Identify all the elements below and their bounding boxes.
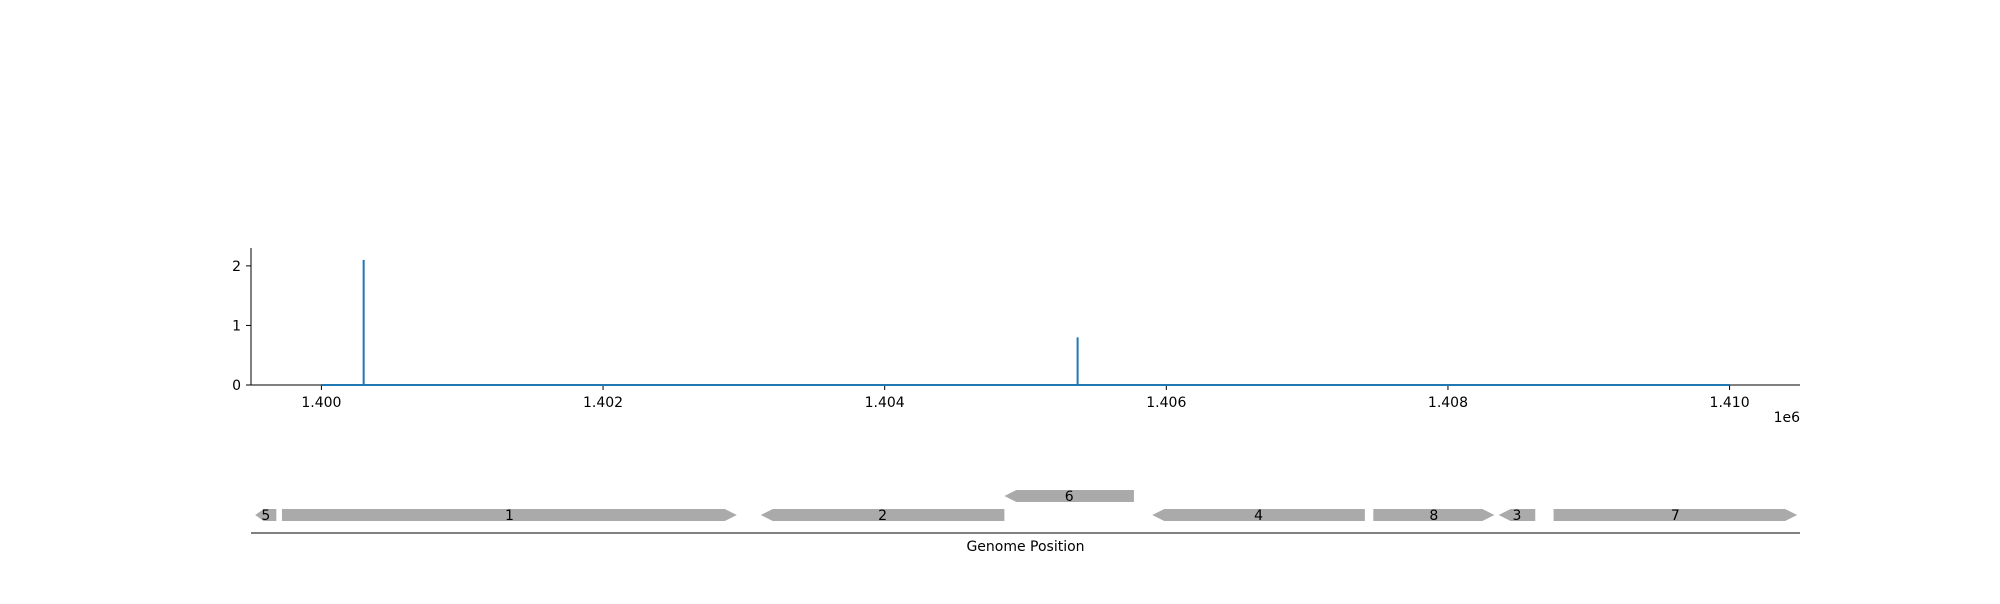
gene-label-5: 5 bbox=[261, 508, 270, 524]
gene-track: 5 1 2 6 4 8 3 7 Genome Position bbox=[251, 489, 1800, 555]
gene-arrow-1 bbox=[281, 509, 737, 521]
gene-arrow-3 bbox=[1498, 509, 1536, 521]
gene-label-2: 2 bbox=[878, 508, 887, 524]
x-offset-label: 1e6 bbox=[1774, 410, 1801, 426]
x-tick-label: 1.400 bbox=[301, 395, 341, 411]
x-tick-label: 1.404 bbox=[865, 395, 905, 411]
gene-arrow-5 bbox=[255, 509, 277, 521]
gene-arrow-8 bbox=[1373, 509, 1495, 521]
series-line-0 bbox=[321, 259, 1730, 386]
gene-label-1: 1 bbox=[505, 508, 514, 524]
gene-arrow-6 bbox=[1004, 490, 1134, 502]
gene-label-4: 4 bbox=[1254, 508, 1263, 524]
gene-arrow-7 bbox=[1553, 509, 1798, 521]
gene-arrow-4 bbox=[1152, 509, 1365, 521]
coverage-axes: 0 1 2 1.400 1.402 1.404 1.406 1.408 1.410 1e6 bbox=[232, 248, 1800, 426]
x-tick-label: 1.408 bbox=[1428, 395, 1468, 411]
gene-label-6: 6 bbox=[1065, 489, 1074, 505]
x-tick-label: 1.410 bbox=[1710, 395, 1750, 411]
y-tick-label: 1 bbox=[232, 318, 241, 334]
y-tick-label: 2 bbox=[232, 259, 241, 275]
gene-arrow-2 bbox=[760, 509, 1005, 521]
gene-track-xlabel: Genome Position bbox=[966, 539, 1084, 555]
x-tick-label: 1.406 bbox=[1146, 395, 1186, 411]
gene-label-7: 7 bbox=[1671, 508, 1680, 524]
y-tick-label: 0 bbox=[232, 378, 241, 394]
gene-label-3: 3 bbox=[1512, 508, 1521, 524]
x-tick-label: 1.402 bbox=[583, 395, 623, 411]
gene-label-8: 8 bbox=[1429, 508, 1438, 524]
